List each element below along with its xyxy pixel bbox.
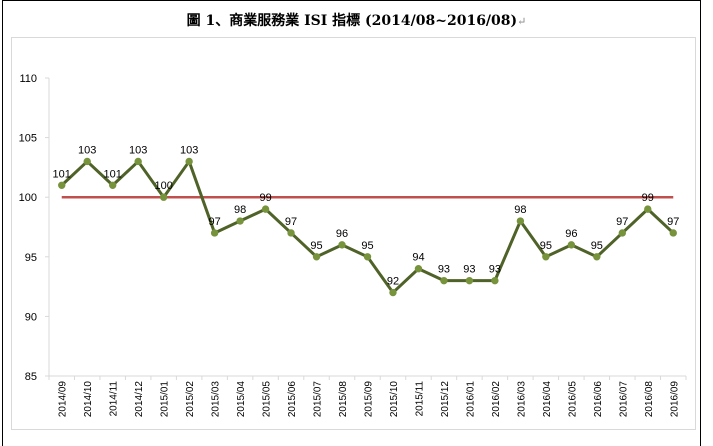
x-tick-label: 2016/09 [669, 381, 680, 418]
data-point [440, 276, 448, 285]
y-tick-label: 85 [25, 371, 37, 383]
data-label: 95 [310, 240, 322, 252]
data-label: 94 [412, 252, 424, 264]
data-label: 97 [285, 216, 297, 228]
data-label: 93 [489, 264, 501, 276]
x-tick-label: 2016/04 [542, 381, 553, 418]
data-label: 101 [104, 168, 122, 180]
data-label: 98 [234, 204, 246, 216]
data-point [567, 241, 576, 249]
data-point [491, 276, 499, 285]
x-tick-label: 2016/01 [465, 381, 476, 418]
x-tick-label: 2016/02 [491, 381, 502, 418]
data-point [338, 241, 346, 249]
data-point [134, 157, 142, 166]
x-tick-label: 2016/08 [644, 381, 655, 418]
data-point [312, 253, 321, 261]
data-label: 97 [208, 216, 220, 228]
page-border-top [2, 0, 701, 1]
data-label: 98 [514, 204, 526, 216]
x-tick-label: 2014/09 [58, 381, 69, 418]
data-point [669, 229, 677, 237]
x-tick-label: 2015/03 [211, 381, 222, 418]
chart-title: 圖 1、商業服務業 ISI 指標 (2014/08~2016/08)↵ [0, 10, 713, 30]
data-label: 97 [667, 216, 679, 228]
data-label: 103 [78, 144, 96, 156]
y-tick-label: 100 [19, 192, 37, 204]
data-point [261, 205, 270, 213]
series-line [60, 159, 675, 295]
data-point [363, 253, 372, 261]
data-label: 95 [361, 240, 373, 252]
chart-title-text: 圖 1、商業服務業 ISI 指標 (2014/08~2016/08) [186, 13, 518, 29]
x-tick-label: 2015/02 [185, 381, 196, 418]
x-tick-label: 2015/05 [262, 381, 273, 418]
y-tick-label: 105 [19, 133, 37, 145]
data-point [58, 181, 66, 189]
data-label: 103 [129, 144, 147, 156]
paragraph-return-icon: ↵ [517, 15, 527, 28]
x-tick-label: 2016/07 [618, 381, 629, 418]
data-point [389, 288, 397, 297]
data-point [109, 181, 117, 189]
x-tick-label: 2015/12 [440, 381, 451, 418]
data-label: 99 [642, 192, 654, 204]
data-label: 93 [463, 264, 475, 276]
y-tick-label: 95 [25, 252, 37, 264]
y-tick-label: 90 [25, 311, 37, 323]
x-tick-label: 2014/12 [134, 381, 145, 418]
data-label: 92 [387, 276, 399, 288]
data-label: 99 [259, 192, 271, 204]
data-point [516, 217, 525, 225]
x-tick-label: 2015/09 [364, 381, 375, 418]
data-label: 96 [565, 228, 577, 240]
x-tick-label: 2016/05 [567, 381, 578, 418]
page-border-left [2, 0, 3, 446]
x-tick-label: 2015/08 [338, 381, 349, 418]
x-tick-label: 2015/10 [389, 381, 400, 418]
data-label: 97 [616, 216, 628, 228]
data-label: 103 [180, 144, 198, 156]
x-tick-label: 2015/04 [236, 381, 247, 418]
data-label: 95 [591, 240, 603, 252]
data-label: 93 [438, 264, 450, 276]
x-tick-label: 2014/11 [109, 381, 120, 417]
data-point [618, 229, 626, 237]
x-tick-label: 2015/06 [287, 381, 298, 418]
data-label: 101 [53, 168, 71, 180]
data-point [414, 265, 423, 273]
x-tick-label: 2015/11 [414, 381, 425, 417]
data-point [159, 193, 168, 201]
x-tick-label: 2016/03 [516, 381, 527, 418]
data-label: 96 [336, 228, 348, 240]
data-point [542, 253, 550, 261]
data-point [287, 229, 295, 237]
x-tick-label: 2015/01 [160, 381, 171, 418]
data-point [83, 157, 91, 166]
data-point [465, 276, 474, 285]
data-point [210, 229, 219, 237]
data-label: 100 [154, 180, 172, 192]
page-border-right [700, 0, 701, 446]
data-point [593, 253, 601, 261]
data-point [236, 217, 244, 225]
x-tick-label: 2015/07 [313, 381, 324, 418]
x-tick-label: 2014/10 [83, 381, 94, 418]
y-tick-label: 110 [19, 73, 37, 85]
data-point [185, 157, 193, 166]
chart-area [11, 37, 696, 430]
data-point [644, 205, 652, 213]
data-label: 95 [540, 240, 552, 252]
x-tick-label: 2016/06 [593, 381, 604, 418]
